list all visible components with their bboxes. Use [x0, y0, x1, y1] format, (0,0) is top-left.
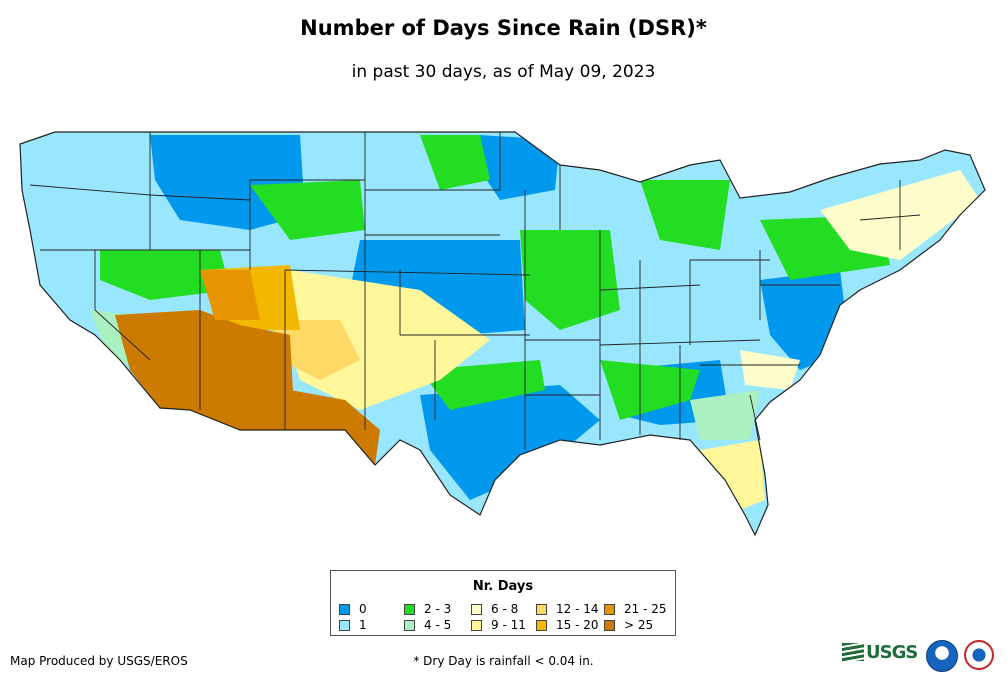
legend-title: Nr. Days: [472, 579, 534, 594]
legend-swatch: [404, 604, 415, 615]
usgs-logo: USGS: [842, 642, 918, 663]
legend-item: 15 - 20: [536, 618, 599, 632]
legend-swatch: [339, 604, 350, 615]
agency-logos: USGS: [842, 636, 1002, 676]
legend-item: 0: [339, 602, 367, 616]
legend-item: 21 - 25: [604, 602, 667, 616]
legend-item: 1: [339, 618, 367, 632]
nws-logo: [964, 640, 994, 670]
credit-text: Map Produced by USGS/EROS: [10, 654, 188, 668]
legend-item: 4 - 5: [404, 618, 451, 632]
legend-swatch: [536, 604, 547, 615]
legend-item: 12 - 14: [536, 602, 599, 616]
legend-swatch: [339, 620, 350, 631]
map-subtitle: in past 30 days, as of May 09, 2023: [351, 62, 656, 82]
legend-swatch: [604, 620, 615, 631]
legend-item: 9 - 11: [471, 618, 526, 632]
legend-item: 6 - 8: [471, 602, 518, 616]
legend-swatch: [471, 620, 482, 631]
us-dsr-map: [19, 131, 986, 537]
usgs-wave-icon: [842, 643, 864, 661]
legend-item: > 25: [604, 618, 653, 632]
noaa-logo: [926, 640, 958, 672]
legend: Nr. Days 0 1 2 - 3 4 - 5 6 - 8 9 - 11 12…: [330, 570, 676, 636]
legend-swatch: [471, 604, 482, 615]
map-title: Number of Days Since Rain (DSR)*: [300, 16, 707, 40]
legend-swatch: [404, 620, 415, 631]
legend-swatch: [604, 604, 615, 615]
footnote-text: * Dry Day is rainfall < 0.04 in.: [413, 654, 594, 668]
legend-item: 2 - 3: [404, 602, 451, 616]
legend-swatch: [536, 620, 547, 631]
